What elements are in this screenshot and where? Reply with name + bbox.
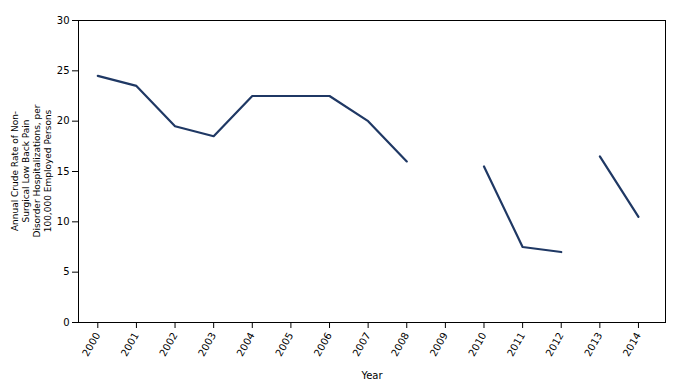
svg-text:2007: 2007 <box>350 331 372 359</box>
svg-text:30: 30 <box>57 15 70 26</box>
svg-text:2011: 2011 <box>505 331 527 359</box>
svg-text:Annual Crude Rate of Non-Surgi: Annual Crude Rate of Non-Surgical Low Ba… <box>10 104 52 237</box>
svg-text:2010: 2010 <box>466 331 488 359</box>
svg-text:2005: 2005 <box>273 331 295 359</box>
svg-text:2008: 2008 <box>389 331 411 359</box>
svg-text:5: 5 <box>63 266 69 277</box>
svg-text:2002: 2002 <box>157 331 179 359</box>
svg-text:2004: 2004 <box>235 331 257 359</box>
svg-text:2003: 2003 <box>196 331 218 359</box>
svg-text:20: 20 <box>57 115 70 126</box>
svg-text:25: 25 <box>57 65 70 76</box>
svg-text:15: 15 <box>57 166 70 177</box>
svg-text:2009: 2009 <box>428 331 450 359</box>
svg-text:2012: 2012 <box>543 331 565 359</box>
svg-text:Year: Year <box>360 370 383 381</box>
svg-text:2013: 2013 <box>582 331 604 359</box>
svg-text:10: 10 <box>57 216 70 227</box>
svg-text:0: 0 <box>63 317 69 328</box>
svg-text:2006: 2006 <box>312 331 334 359</box>
svg-text:2014: 2014 <box>621 331 643 359</box>
svg-text:2000: 2000 <box>80 331 102 359</box>
svg-text:2001: 2001 <box>119 331 141 359</box>
